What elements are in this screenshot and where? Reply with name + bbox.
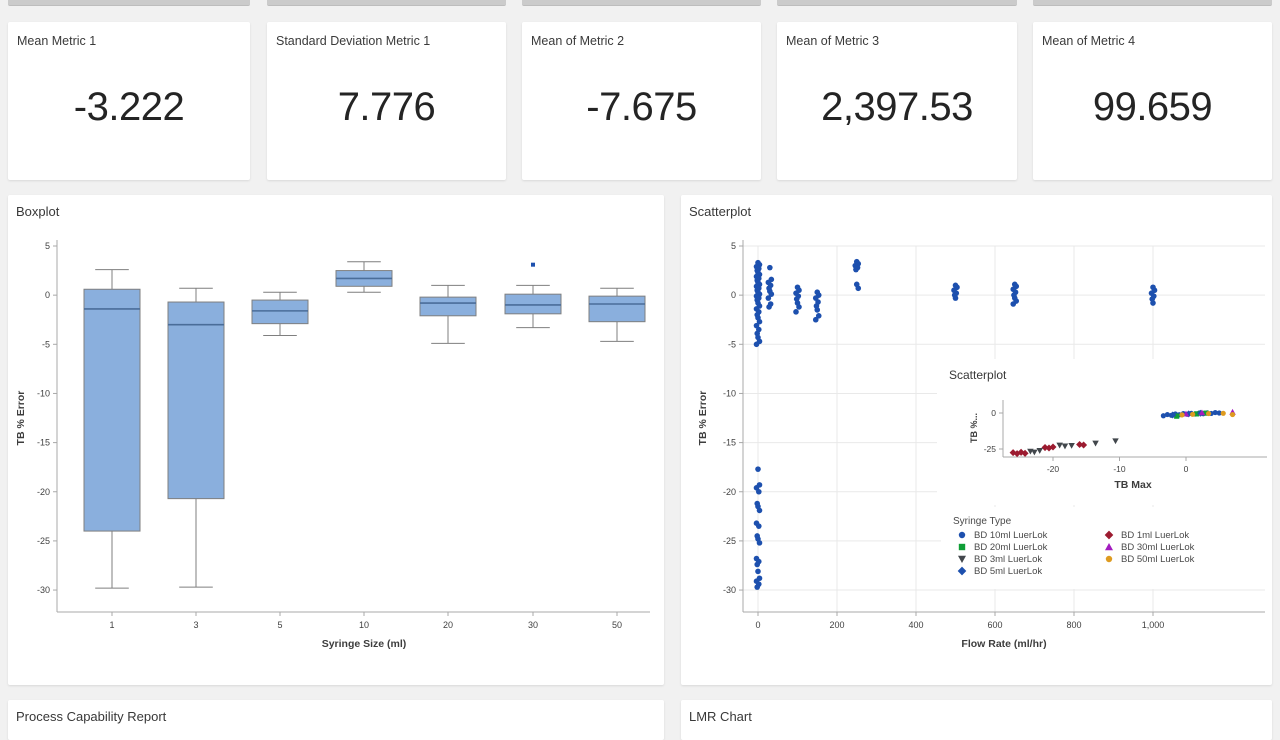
svg-text:400: 400 [908,620,923,630]
svg-text:BD 10ml LuerLok: BD 10ml LuerLok [974,530,1048,541]
svg-text:Syringe Size (ml): Syringe Size (ml) [322,638,407,650]
svg-text:5: 5 [45,241,50,251]
svg-text:10: 10 [359,620,369,630]
svg-text:800: 800 [1066,620,1081,630]
metric-card-mean-metric-1[interactable]: Mean Metric 1 -3.222 [8,22,250,180]
svg-text:-25: -25 [984,444,997,454]
lmr-chart-title: LMR Chart [689,709,752,724]
metric-value: -3.222 [73,85,185,129]
metric-title: Mean of Metric 2 [531,34,625,48]
card-remnant [1033,0,1272,6]
card-remnant [8,0,250,6]
svg-text:-20: -20 [37,487,50,497]
scatterplot-chart[interactable]: 5 0 -5 -10 -15 -20 -25 -30 0 200 400 600 800 1,000 TB … [681,195,1272,685]
svg-text:-30: -30 [723,585,736,595]
svg-text:1,000: 1,000 [1142,620,1165,630]
svg-text:-10: -10 [37,388,50,398]
metric-card-mean-metric-3[interactable]: Mean of Metric 3 2,397.53 [777,22,1017,180]
svg-text:-15: -15 [37,438,50,448]
svg-text:TB % Error: TB % Error [15,391,27,446]
metric-value: 7.776 [337,85,436,129]
card-remnant [522,0,761,6]
boxplot-card[interactable]: Boxplot 5 0 -5 -10 -15 -20 -25 -30 TB % Error 1 3 5… [8,195,664,685]
svg-text:Flow Rate (ml/hr): Flow Rate (ml/hr) [961,638,1046,650]
svg-text:200: 200 [829,620,844,630]
svg-text:-30: -30 [37,585,50,595]
metric-title: Mean of Metric 3 [786,34,880,48]
svg-text:-5: -5 [728,339,736,349]
svg-text:TB % Error: TB % Error [697,391,709,446]
svg-text:600: 600 [987,620,1002,630]
svg-text:0: 0 [731,290,736,300]
svg-text:TB Max: TB Max [1114,479,1152,491]
card-remnant [267,0,506,6]
metric-title: Mean of Metric 4 [1042,34,1136,48]
svg-text:BD 3ml LuerLok: BD 3ml LuerLok [974,554,1042,565]
metric-card-mean-metric-4[interactable]: Mean of Metric 4 99.659 [1033,22,1272,180]
svg-text:5: 5 [277,620,282,630]
metric-value: 99.659 [1092,85,1213,129]
lmr-chart-card[interactable]: LMR Chart [681,700,1272,740]
svg-text:-20: -20 [723,487,736,497]
svg-text:0: 0 [1184,464,1189,474]
svg-text:Scatterplot: Scatterplot [949,368,1007,382]
svg-text:0: 0 [755,620,760,630]
svg-text:Syringe Type: Syringe Type [953,516,1012,527]
svg-text:-25: -25 [723,536,736,546]
svg-text:-5: -5 [42,339,50,349]
svg-text:-10: -10 [723,388,736,398]
svg-text:50: 50 [612,620,622,630]
process-capability-card[interactable]: Process Capability Report [8,700,664,740]
metric-title: Standard Deviation Metric 1 [276,34,431,48]
svg-text:BD 30ml LuerLok: BD 30ml LuerLok [1121,542,1195,553]
svg-text:5: 5 [731,241,736,251]
process-capability-title: Process Capability Report [16,709,167,724]
metric-value: -7.675 [586,85,697,129]
metric-value: 2,397.53 [821,85,973,129]
scatterplot-panel-title: Scatterplot [689,204,752,219]
svg-text:-10: -10 [1113,464,1126,474]
svg-text:0: 0 [991,408,996,418]
svg-text:BD 50ml LuerLok: BD 50ml LuerLok [1121,554,1195,565]
svg-text:BD 5ml LuerLok: BD 5ml LuerLok [974,566,1042,577]
svg-text:3: 3 [193,620,198,630]
svg-text:1: 1 [109,620,114,630]
svg-text:BD 1ml LuerLok: BD 1ml LuerLok [1121,530,1189,541]
card-remnant [777,0,1017,6]
svg-text:-15: -15 [723,438,736,448]
svg-text:TB %...: TB %... [969,413,979,443]
scatterplot-card[interactable]: Scatterplot 5 0 -5 -10 -15 -20 -25 -30 0 200 400 60… [681,195,1272,685]
metric-title: Mean Metric 1 [17,34,97,48]
svg-text:BD 20ml LuerLok: BD 20ml LuerLok [974,542,1048,553]
svg-text:20: 20 [443,620,453,630]
svg-text:-25: -25 [37,536,50,546]
metric-card-stddev-metric-1[interactable]: Standard Deviation Metric 1 7.776 [267,22,506,180]
boxplot-panel-title: Boxplot [16,204,60,219]
svg-text:-20: -20 [1047,464,1060,474]
svg-text:0: 0 [45,290,50,300]
svg-text:30: 30 [528,620,538,630]
metric-card-mean-metric-2[interactable]: Mean of Metric 2 -7.675 [522,22,761,180]
dashboard-page: { "page": {"bg": "#f1f1f1", "card_bg": "… [8,0,1272,740]
